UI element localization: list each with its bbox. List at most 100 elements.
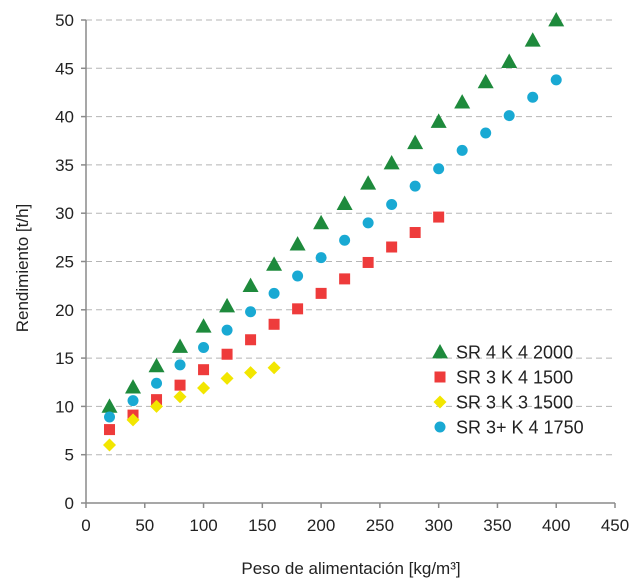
data-point <box>220 371 234 385</box>
data-point <box>360 175 377 190</box>
data-point <box>125 379 142 394</box>
data-point <box>383 154 400 170</box>
data-point <box>197 381 211 395</box>
data-point <box>480 127 492 139</box>
x-tick-label: 0 <box>81 516 90 535</box>
data-point <box>173 390 187 404</box>
series-3 <box>103 361 281 452</box>
data-points <box>101 12 565 452</box>
legend-marker <box>433 395 447 409</box>
data-point <box>501 53 518 68</box>
x-axis-label: Peso de alimentación [kg/m³] <box>241 559 460 578</box>
data-point <box>454 94 471 109</box>
data-point <box>527 91 539 103</box>
data-point <box>221 348 233 360</box>
data-point <box>430 113 447 128</box>
data-point <box>101 398 118 413</box>
data-point <box>477 73 494 89</box>
data-point <box>104 424 116 436</box>
y-tick-label: 25 <box>55 253 74 272</box>
data-point <box>407 134 424 150</box>
x-tick-label: 150 <box>248 516 276 535</box>
legend-label: SR 3 K 4 1500 <box>456 368 573 388</box>
data-point <box>503 110 515 122</box>
data-point <box>339 273 351 285</box>
axes <box>81 19 616 508</box>
gridlines <box>86 19 615 456</box>
data-point <box>198 364 210 376</box>
data-point <box>174 359 186 371</box>
y-tick-label: 0 <box>65 494 74 513</box>
data-point <box>148 357 165 373</box>
legend-label: SR 4 K 4 2000 <box>456 343 573 363</box>
data-point <box>221 324 233 336</box>
tick-labels: 0 5 10 15 20 25 30 35 40 45 50 0 50 100 150 200 250 300 35… <box>55 11 629 535</box>
data-point <box>315 252 327 264</box>
y-tick-label: 5 <box>65 446 74 465</box>
data-point <box>151 394 163 406</box>
x-tick-label: 450 <box>601 516 629 535</box>
data-point <box>386 241 398 253</box>
data-point <box>289 236 306 251</box>
data-point <box>266 256 283 271</box>
data-point <box>548 12 565 27</box>
legend-marker <box>434 371 446 383</box>
data-point <box>242 277 259 293</box>
y-tick-label: 40 <box>55 108 74 127</box>
data-point <box>245 306 257 318</box>
data-point <box>386 199 398 211</box>
data-point <box>245 334 257 346</box>
data-point <box>267 361 281 375</box>
y-tick-label: 30 <box>55 204 74 223</box>
data-point <box>172 338 189 353</box>
legend-label: SR 3+ K 4 1750 <box>456 418 584 438</box>
data-point <box>456 144 468 156</box>
x-tick-label: 350 <box>483 516 511 535</box>
data-point <box>550 74 562 86</box>
data-point <box>409 227 421 239</box>
data-point <box>433 211 445 223</box>
legend-marker <box>434 421 446 433</box>
y-tick-label: 10 <box>55 397 74 416</box>
data-point <box>336 195 353 210</box>
y-tick-label: 20 <box>55 301 74 320</box>
series-4 <box>104 74 562 423</box>
y-tick-label: 15 <box>55 349 74 368</box>
data-point <box>362 256 374 268</box>
data-point <box>524 32 541 47</box>
series-1 <box>101 12 565 413</box>
data-point <box>127 395 139 407</box>
data-point <box>409 180 421 192</box>
data-point <box>103 438 117 452</box>
x-tick-label: 100 <box>189 516 217 535</box>
data-point <box>150 399 164 413</box>
x-tick-label: 200 <box>307 516 335 535</box>
y-tick-label: 45 <box>55 59 74 78</box>
data-point <box>174 379 186 391</box>
data-point <box>219 297 236 313</box>
data-point <box>268 318 280 330</box>
x-tick-label: 300 <box>424 516 452 535</box>
data-point <box>362 217 374 229</box>
x-tick-label: 50 <box>135 516 154 535</box>
data-point <box>268 287 280 299</box>
legend-marker <box>432 344 448 359</box>
data-point <box>292 303 304 315</box>
x-tick-label: 250 <box>366 516 394 535</box>
data-point <box>315 287 327 299</box>
data-point <box>433 163 445 175</box>
y-tick-label: 35 <box>55 156 74 175</box>
series-2 <box>104 211 445 436</box>
x-tick-label: 400 <box>542 516 570 535</box>
data-point <box>104 411 116 423</box>
y-tick-label: 50 <box>55 11 74 30</box>
data-point <box>339 234 351 246</box>
data-point <box>292 270 304 282</box>
data-point <box>198 341 210 353</box>
data-point <box>195 318 212 333</box>
data-point <box>151 377 163 389</box>
data-point <box>126 413 140 427</box>
y-axis-label: Rendimiento [t/h] <box>13 204 32 333</box>
legend: SR 4 K 4 2000 SR 3 K 4 1500 SR 3 K 3 1500 S… <box>432 343 584 438</box>
